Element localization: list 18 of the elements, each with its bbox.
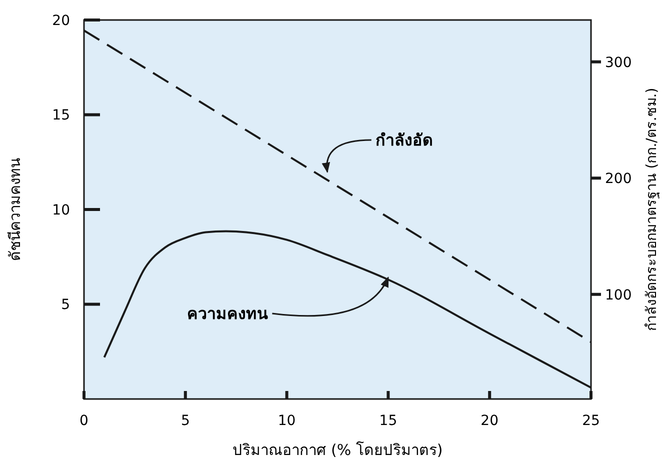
y2-axis-title: กำลังอัดกระบอกมาตรฐาน (กก./ตร.ซม.) xyxy=(644,88,660,332)
y-axis-title: ดัชนีความคงทน xyxy=(6,158,24,261)
annotation: ความคงทน xyxy=(187,304,268,324)
y2-tick-label: 300 xyxy=(605,54,632,71)
x-tick-label: 5 xyxy=(180,413,190,429)
y2-tick-label: 200 xyxy=(605,171,632,188)
x-tick-label: 25 xyxy=(582,413,600,429)
y-tick-label: 15 xyxy=(52,108,70,124)
x-tick-label: 15 xyxy=(379,413,398,429)
y-tick-label: 5 xyxy=(61,297,70,314)
x-tick-label: 20 xyxy=(480,413,499,429)
y2-tick-label: 100 xyxy=(605,287,632,304)
x-axis-title: ปริมาณอากาศ (% โดยปริมาตร) xyxy=(232,441,443,459)
y-tick-label: 10 xyxy=(52,202,70,218)
annotation: กำลังอัด xyxy=(375,130,432,150)
x-tick-label: 0 xyxy=(80,413,88,429)
y-tick-label: 20 xyxy=(52,12,70,29)
x-tick-label: 10 xyxy=(278,413,296,429)
